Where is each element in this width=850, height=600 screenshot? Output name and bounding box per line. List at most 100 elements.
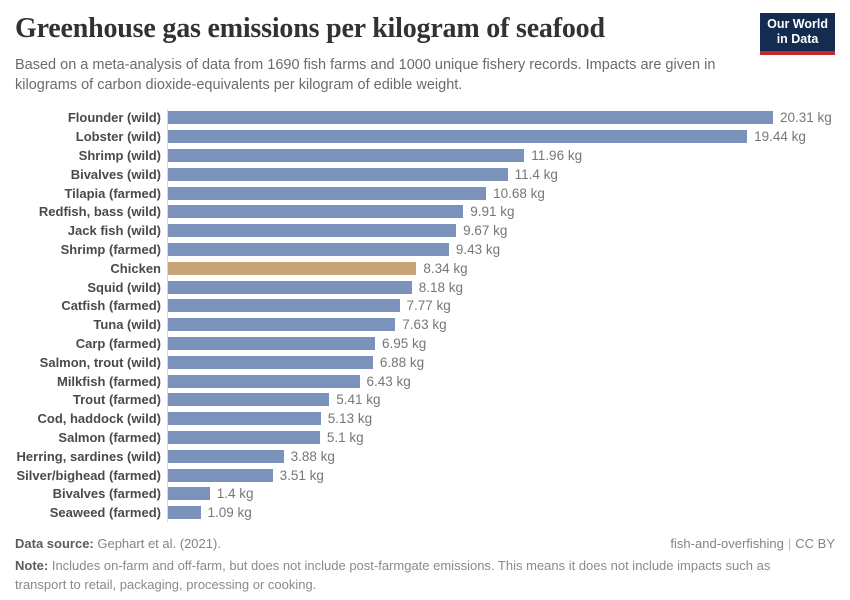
bar-value-label: 20.31 kg xyxy=(780,110,832,126)
data-source-text: Gephart et al. (2021). xyxy=(93,536,221,552)
bar-track: 6.95 kg xyxy=(167,334,850,353)
bar-track: 5.41 kg xyxy=(167,390,850,410)
chart-note: Note: Includes on-farm and off-farm, but… xyxy=(15,557,825,595)
bar-row: Squid (wild) 8.18 kg xyxy=(15,277,850,297)
bar[interactable] xyxy=(168,280,412,294)
bar-value-label: 9.91 kg xyxy=(470,204,515,220)
bar[interactable] xyxy=(168,355,373,369)
license-link[interactable]: CC BY xyxy=(795,536,835,552)
bar-track: 9.67 kg xyxy=(167,221,850,241)
bar-row: Shrimp (farmed) 9.43 kg xyxy=(15,240,850,259)
bar[interactable] xyxy=(168,186,487,200)
bar-highlight[interactable] xyxy=(168,261,417,275)
bar-value-label: 7.63 kg xyxy=(402,317,447,333)
bar-row: Herring, sardines (wild) 3.88 kg xyxy=(15,446,850,466)
owid-logo: Our World in Data xyxy=(760,13,835,55)
category-label: Catfish (farmed) xyxy=(61,298,161,314)
category-label: Salmon (farmed) xyxy=(58,430,161,446)
bar[interactable] xyxy=(168,506,201,520)
bar-value-label: 11.4 kg xyxy=(514,166,558,182)
note-text: Includes on-farm and off-farm, but does … xyxy=(15,558,771,592)
bar-track: 19.44 kg xyxy=(167,127,850,147)
bar-value-label: 11.96 kg xyxy=(531,148,583,164)
bar[interactable] xyxy=(168,431,320,445)
category-label: Chicken xyxy=(110,260,161,276)
bar[interactable] xyxy=(168,393,330,407)
page-title: Greenhouse gas emissions per kilogram of… xyxy=(15,13,605,44)
bar[interactable] xyxy=(168,318,396,332)
bar[interactable] xyxy=(168,412,321,426)
bar[interactable] xyxy=(168,130,748,144)
bar-row: Tuna (wild) 7.63 kg xyxy=(15,315,850,335)
bar-track: 3.88 kg xyxy=(167,446,850,466)
bar-row: Silver/bighead (farmed) 3.51 kg xyxy=(15,465,850,485)
bar-value-label: 10.68 kg xyxy=(493,185,545,201)
bar-row: Bivalves (wild) 11.4 kg xyxy=(15,164,850,184)
category-label: Lobster (wild) xyxy=(75,129,161,145)
bar-row: Milkfish (farmed) 6.43 kg xyxy=(15,371,850,391)
footer-attribution: fish-and-overfishing | CC BY xyxy=(670,536,835,551)
bar-row: Redfish, bass (wild) 9.91 kg xyxy=(15,202,850,222)
bar[interactable] xyxy=(168,374,360,388)
category-label: Jack fish (wild) xyxy=(67,223,161,239)
bar-track: 20.31 kg xyxy=(167,108,850,128)
bar-track: 10.68 kg xyxy=(167,183,850,203)
note-label: Note: xyxy=(15,558,49,574)
bar-value-label: 6.88 kg xyxy=(379,354,425,370)
category-label: Bivalves (wild) xyxy=(70,166,161,182)
category-label: Flounder (wild) xyxy=(67,110,161,126)
category-label: Bivalves (farmed) xyxy=(52,486,161,502)
category-label: Cod, haddock (wild) xyxy=(37,411,162,427)
category-label: Trout (farmed) xyxy=(72,392,161,408)
bar-track: 11.96 kg xyxy=(167,146,850,165)
category-label: Milkfish (farmed) xyxy=(56,373,161,389)
bar-track: 1.4 kg xyxy=(167,484,850,504)
bar-row: Shrimp (wild) 11.96 kg xyxy=(15,146,850,165)
bar-track: 7.63 kg xyxy=(167,315,850,335)
bar-value-label: 9.67 kg xyxy=(463,223,508,239)
bar-value-label: 3.51 kg xyxy=(279,467,324,483)
bar-value-label: 5.1 kg xyxy=(326,430,364,446)
bar[interactable] xyxy=(168,468,273,482)
category-label: Seaweed (farmed) xyxy=(49,505,161,521)
category-label: Shrimp (wild) xyxy=(78,148,161,164)
bar[interactable] xyxy=(168,224,457,238)
bar-row: Trout (farmed) 5.41 kg xyxy=(15,390,850,410)
bar-value-label: 3.88 kg xyxy=(290,448,335,464)
category-label: Tilapia (farmed) xyxy=(64,185,161,201)
bar[interactable] xyxy=(168,337,375,351)
owid-logo-line2: in Data xyxy=(776,32,819,46)
bar-row: Salmon (farmed) 5.1 kg xyxy=(15,428,850,447)
bar[interactable] xyxy=(168,167,508,181)
bar-value-label: 8.34 kg xyxy=(423,260,468,276)
chart-header: Greenhouse gas emissions per kilogram of… xyxy=(0,0,850,96)
bar-row: Cod, haddock (wild) 5.13 kg xyxy=(15,409,850,429)
bar[interactable] xyxy=(168,149,525,163)
bar[interactable] xyxy=(168,243,449,257)
bar[interactable] xyxy=(168,205,464,219)
origin-link[interactable]: fish-and-overfishing xyxy=(670,536,784,552)
bar-row: Salmon, trout (wild) 6.88 kg xyxy=(15,352,850,372)
bar-value-label: 5.13 kg xyxy=(327,411,373,427)
bar-value-label: 6.95 kg xyxy=(382,336,427,352)
bar-value-label: 7.77 kg xyxy=(406,298,451,314)
bar-track: 9.43 kg xyxy=(167,240,850,259)
bar[interactable] xyxy=(168,299,400,313)
bar-track: 1.09 kg xyxy=(167,503,850,523)
bar[interactable] xyxy=(168,487,210,501)
bar-row: Carp (farmed) 6.95 kg xyxy=(15,334,850,353)
bar-track: 5.1 kg xyxy=(167,428,850,447)
attribution-separator: | xyxy=(787,536,792,552)
bar-row: Catfish (farmed) 7.77 kg xyxy=(15,296,850,316)
bar[interactable] xyxy=(168,111,773,125)
bar-row: Tilapia (farmed) 10.68 kg xyxy=(15,183,850,203)
category-label: Salmon, trout (wild) xyxy=(39,354,161,370)
bar-track: 6.43 kg xyxy=(167,371,850,391)
category-label: Silver/bighead (farmed) xyxy=(16,467,161,483)
bar-chart: Flounder (wild) 20.31 kg Lobster (wild) 19.… xyxy=(0,108,850,523)
category-label: Tuna (wild) xyxy=(93,317,161,333)
bar[interactable] xyxy=(168,449,284,463)
category-label: Herring, sardines (wild) xyxy=(16,448,161,464)
bar-track: 11.4 kg xyxy=(167,164,850,184)
